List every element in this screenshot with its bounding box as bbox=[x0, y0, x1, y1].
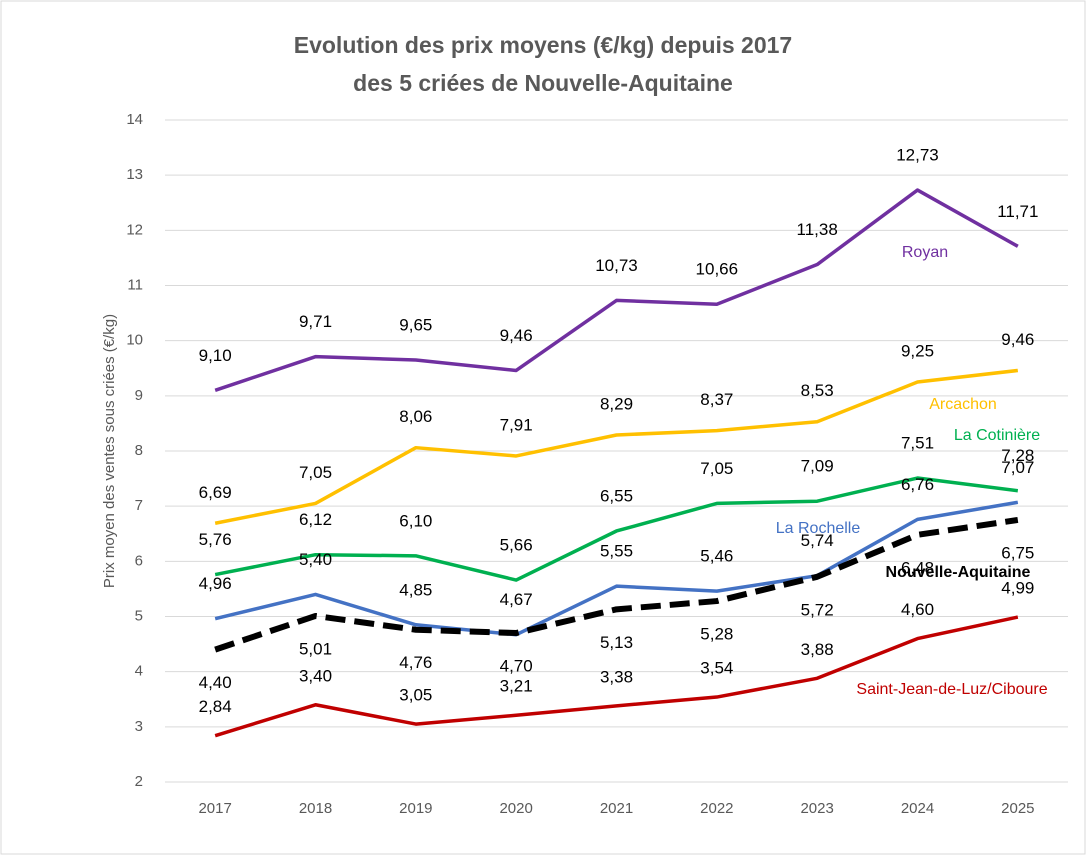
y-tick-label: 11 bbox=[127, 276, 143, 293]
data-label: 9,65 bbox=[399, 315, 432, 334]
series-label: Nouvelle-Aquitaine bbox=[886, 564, 1031, 581]
x-tick-label: 2017 bbox=[198, 800, 231, 817]
y-axis-label: Prix moyen des ventes sous criées (€/kg) bbox=[101, 314, 118, 588]
data-label: 8,29 bbox=[600, 394, 633, 413]
data-label: 4,85 bbox=[399, 580, 432, 599]
series-label: Saint-Jean-de-Luz/Ciboure bbox=[856, 681, 1047, 698]
data-label: 7,05 bbox=[299, 463, 332, 482]
series-line bbox=[214, 188, 1019, 392]
data-label: 6,76 bbox=[901, 475, 934, 494]
data-label: 3,54 bbox=[700, 659, 733, 678]
data-label: 3,21 bbox=[500, 677, 533, 696]
data-label: 4,96 bbox=[199, 574, 232, 593]
series-line bbox=[214, 368, 1019, 525]
data-label: 7,05 bbox=[700, 459, 733, 478]
data-label: 5,66 bbox=[500, 536, 533, 555]
data-label: 8,37 bbox=[700, 390, 733, 409]
data-label: 9,10 bbox=[199, 346, 232, 365]
x-tick-label: 2023 bbox=[800, 800, 833, 817]
x-tick-label: 2020 bbox=[499, 800, 532, 817]
y-tick-label: 8 bbox=[135, 442, 143, 459]
data-label: 2,84 bbox=[199, 697, 232, 716]
y-tick-label: 12 bbox=[126, 221, 143, 238]
x-tick-label: 2018 bbox=[299, 800, 332, 817]
series-label: Arcachon bbox=[929, 396, 997, 413]
data-label: 8,06 bbox=[399, 407, 432, 426]
x-tick-label: 2022 bbox=[700, 800, 733, 817]
data-label: 10,73 bbox=[595, 256, 638, 275]
data-label: 4,70 bbox=[500, 657, 533, 676]
data-label: 4,40 bbox=[199, 673, 232, 692]
data-label: 6,12 bbox=[299, 510, 332, 529]
y-tick-label: 2 bbox=[135, 773, 143, 790]
y-tick-label: 5 bbox=[135, 607, 143, 624]
data-label: 5,55 bbox=[600, 542, 633, 561]
data-label: 11,38 bbox=[797, 220, 838, 239]
y-tick-label: 4 bbox=[135, 663, 143, 680]
data-label: 9,46 bbox=[1001, 330, 1034, 349]
data-label: 12,73 bbox=[896, 146, 939, 165]
data-label: 4,67 bbox=[500, 590, 533, 609]
data-label: 3,88 bbox=[801, 640, 834, 659]
data-label: 11,71 bbox=[997, 202, 1038, 221]
series-label: La Cotinière bbox=[954, 427, 1040, 444]
y-tick-label: 9 bbox=[135, 387, 143, 404]
data-label: 5,76 bbox=[199, 530, 232, 549]
data-label: 4,60 bbox=[901, 600, 934, 619]
data-label: 5,01 bbox=[299, 639, 332, 658]
data-label: 10,66 bbox=[696, 260, 739, 279]
y-tick-label: 3 bbox=[135, 718, 143, 735]
series-line bbox=[214, 500, 1019, 637]
y-tick-label: 7 bbox=[135, 497, 143, 514]
x-tick-label: 2024 bbox=[901, 800, 934, 817]
data-label: 7,07 bbox=[1001, 458, 1034, 477]
data-label: 7,51 bbox=[901, 434, 934, 453]
data-label: 9,71 bbox=[299, 312, 332, 331]
data-label: 4,99 bbox=[1001, 579, 1034, 598]
y-tick-label: 14 bbox=[126, 111, 143, 128]
data-label: 6,55 bbox=[600, 486, 633, 505]
data-label: 6,75 bbox=[1001, 543, 1034, 562]
y-tick-label: 13 bbox=[126, 166, 143, 183]
chart-title: des 5 criées de Nouvelle-Aquitaine bbox=[353, 70, 733, 96]
data-label: 9,25 bbox=[901, 342, 934, 361]
y-tick-label: 6 bbox=[135, 552, 143, 569]
series-line bbox=[214, 615, 1019, 738]
data-label: 7,91 bbox=[500, 415, 533, 434]
x-tick-label: 2025 bbox=[1001, 800, 1034, 817]
data-label: 6,69 bbox=[199, 483, 232, 502]
series-label: Royan bbox=[902, 244, 948, 261]
data-label: 7,09 bbox=[801, 457, 834, 476]
data-label: 6,48 bbox=[901, 558, 934, 577]
data-label: 5,40 bbox=[299, 550, 332, 569]
x-tick-label: 2021 bbox=[600, 800, 633, 817]
chart-title: Evolution des prix moyens (€/kg) depuis … bbox=[294, 32, 792, 58]
data-label: 3,38 bbox=[600, 667, 633, 686]
series-line bbox=[214, 516, 1019, 653]
data-label: 9,46 bbox=[500, 326, 533, 345]
x-tick-label: 2019 bbox=[399, 800, 432, 817]
data-label: 7,28 bbox=[1001, 446, 1034, 465]
data-label: 5,28 bbox=[700, 625, 733, 644]
data-label: 4,76 bbox=[399, 653, 432, 672]
data-label: 5,74 bbox=[801, 531, 834, 550]
data-label: 5,46 bbox=[700, 547, 733, 566]
data-label: 3,05 bbox=[399, 686, 432, 705]
data-label: 8,53 bbox=[801, 381, 834, 400]
data-label: 5,13 bbox=[600, 633, 633, 652]
series-line bbox=[214, 476, 1019, 582]
data-label: 3,40 bbox=[299, 666, 332, 685]
y-tick-label: 10 bbox=[126, 332, 143, 349]
data-label: 6,10 bbox=[399, 511, 432, 530]
data-label: 5,72 bbox=[801, 600, 834, 619]
series-label: La Rochelle bbox=[776, 520, 861, 537]
